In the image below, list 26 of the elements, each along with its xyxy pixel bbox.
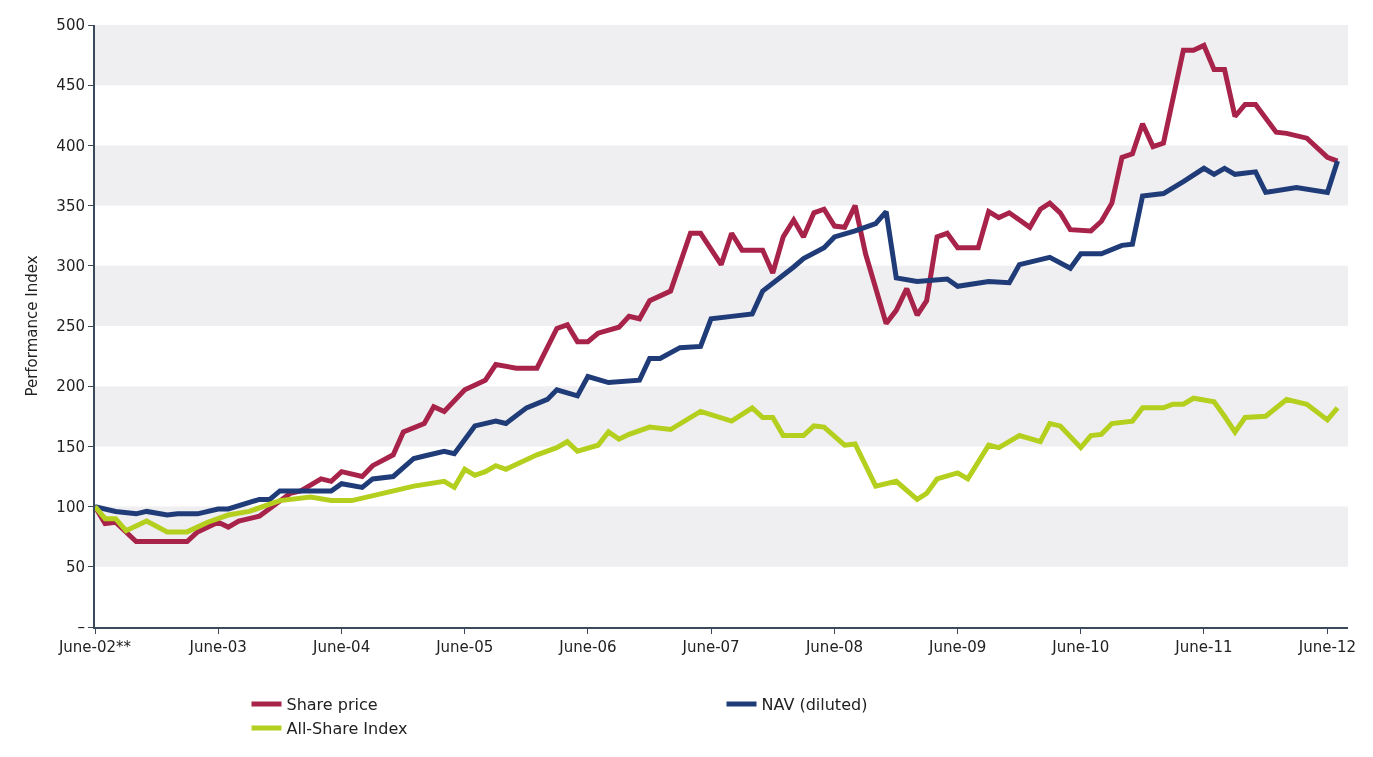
y-tick-label: 250 — [56, 317, 85, 336]
x-tick-label: June-03 — [188, 638, 247, 656]
x-tick-label: June-11 — [1174, 638, 1233, 656]
y-tick-label: 50 — [65, 558, 85, 577]
x-tick-label: June-02** — [57, 638, 132, 656]
legend-label: NAV (diluted) — [761, 695, 868, 715]
x-tick-label: June-09 — [928, 638, 987, 656]
y-tick-label: 100 — [56, 497, 85, 516]
y-tick-label: 400 — [56, 136, 85, 155]
y-tick-label: 500 — [56, 16, 85, 35]
legend-label: All-Share Index — [286, 719, 408, 739]
x-tick-label: June-10 — [1051, 638, 1110, 656]
y-tick-label: 200 — [56, 377, 85, 396]
x-tick-label: June-06 — [558, 638, 617, 656]
x-tick-label: June-07 — [681, 638, 740, 656]
x-tick-label: June-05 — [435, 638, 494, 656]
legend-label: Share price — [286, 695, 378, 715]
y-tick-label: 350 — [56, 196, 85, 215]
y-tick-label: 450 — [56, 76, 85, 95]
y-tick-label: – — [77, 618, 85, 637]
x-tick-label: June-04 — [312, 638, 371, 656]
x-tick-label: June-12 — [1297, 638, 1357, 656]
x-tick-label: June-08 — [804, 638, 864, 656]
y-tick-label: 150 — [56, 437, 85, 456]
y-tick-label: 300 — [56, 257, 85, 276]
y-axis-title: Performance Index — [23, 255, 42, 397]
